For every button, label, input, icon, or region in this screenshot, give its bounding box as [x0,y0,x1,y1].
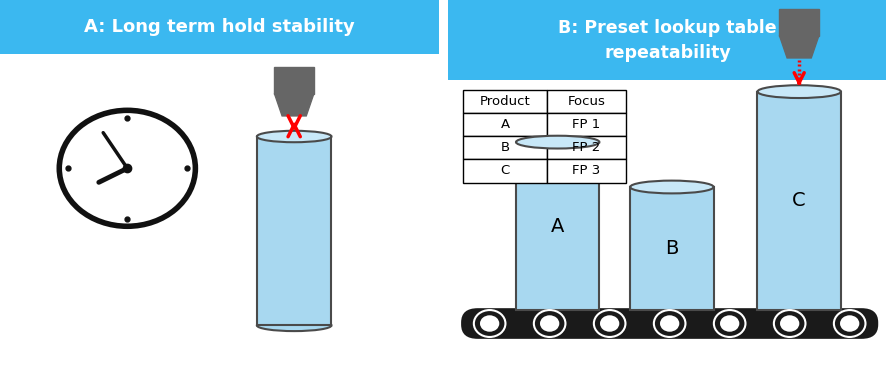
Ellipse shape [257,320,331,331]
Ellipse shape [629,304,712,316]
Circle shape [599,315,618,332]
FancyBboxPatch shape [462,136,546,159]
Text: FP 2: FP 2 [571,141,600,154]
Circle shape [473,310,505,337]
FancyBboxPatch shape [462,113,546,136]
Polygon shape [274,94,314,116]
Text: FP 3: FP 3 [571,165,600,177]
Circle shape [653,310,685,337]
FancyBboxPatch shape [516,142,599,310]
Text: B: B [500,141,509,154]
Circle shape [773,310,804,337]
FancyBboxPatch shape [546,90,625,113]
Polygon shape [779,36,818,58]
Circle shape [713,310,744,337]
FancyBboxPatch shape [0,0,439,54]
Circle shape [719,315,739,332]
FancyBboxPatch shape [546,113,625,136]
Ellipse shape [757,304,840,316]
FancyBboxPatch shape [257,137,331,325]
FancyBboxPatch shape [546,159,625,183]
FancyBboxPatch shape [274,67,314,94]
Circle shape [779,315,798,332]
FancyBboxPatch shape [462,159,546,183]
Ellipse shape [516,304,599,316]
Ellipse shape [516,136,599,148]
Text: A: A [500,118,509,131]
Text: FP 1: FP 1 [571,118,600,131]
Text: C: C [500,165,509,177]
FancyBboxPatch shape [447,0,886,80]
Ellipse shape [757,85,840,98]
FancyBboxPatch shape [779,9,818,36]
FancyBboxPatch shape [629,187,712,310]
Ellipse shape [629,181,712,193]
Circle shape [533,310,564,337]
Text: Product: Product [479,95,530,108]
Text: B: B [664,239,678,258]
Circle shape [594,310,625,337]
FancyBboxPatch shape [461,308,877,339]
Circle shape [659,315,679,332]
FancyBboxPatch shape [462,90,546,113]
FancyBboxPatch shape [546,136,625,159]
Text: B: Preset lookup table
repeatability: B: Preset lookup table repeatability [557,19,776,62]
Text: Focus: Focus [567,95,604,108]
Circle shape [833,310,865,337]
Text: A: Long term hold stability: A: Long term hold stability [84,18,354,36]
Text: C: C [791,191,805,210]
Ellipse shape [257,131,331,142]
Text: A: A [550,217,563,236]
Circle shape [540,315,559,332]
Circle shape [839,315,859,332]
Circle shape [479,315,499,332]
FancyBboxPatch shape [757,92,840,310]
